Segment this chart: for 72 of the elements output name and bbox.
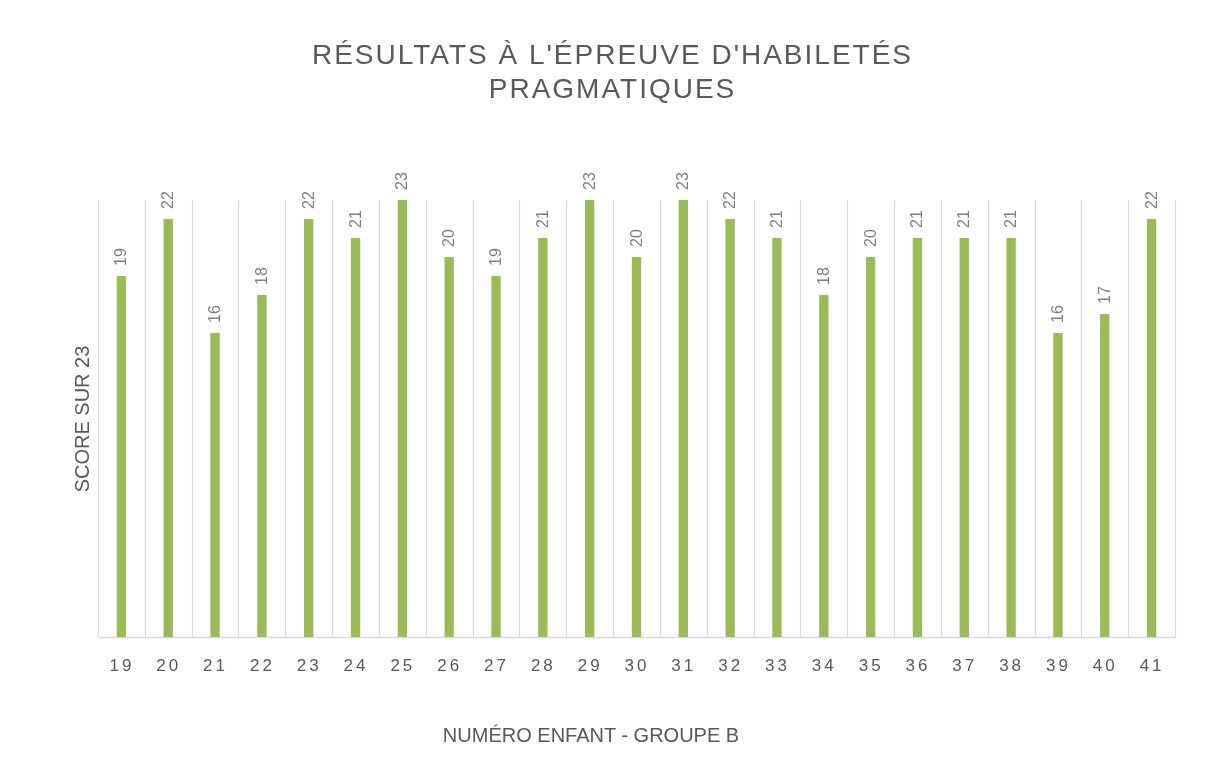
data-label: 19 — [112, 248, 130, 266]
bar — [397, 200, 408, 637]
bar — [678, 200, 689, 637]
data-label: 16 — [206, 305, 224, 323]
data-label: 16 — [1048, 305, 1066, 323]
x-tick-label: 25 — [390, 655, 416, 675]
data-label: 20 — [440, 229, 458, 247]
bar — [1053, 333, 1063, 637]
x-tick-label: 26 — [437, 655, 463, 675]
bar — [210, 333, 220, 637]
bar — [819, 295, 829, 637]
bar — [1146, 219, 1157, 637]
bar — [725, 219, 735, 637]
data-label: 23 — [393, 172, 411, 190]
x-tick-label: 39 — [1045, 655, 1071, 675]
data-label: 18 — [814, 267, 832, 285]
bar — [865, 257, 876, 637]
data-label: 22 — [721, 191, 739, 209]
x-tick-label: 37 — [952, 655, 978, 675]
bar — [912, 238, 923, 637]
x-tick-label: 27 — [484, 655, 509, 675]
data-label: 21 — [533, 210, 551, 228]
x-tick-label: 38 — [999, 655, 1025, 675]
x-tick-label: 19 — [109, 655, 135, 675]
data-label: 21 — [346, 210, 364, 228]
bar — [491, 276, 501, 637]
bar — [1100, 314, 1110, 637]
bar — [444, 257, 454, 637]
x-tick-label: 40 — [1092, 655, 1118, 675]
data-label: 18 — [252, 267, 270, 285]
bar — [257, 295, 267, 637]
x-tick-label: 21 — [203, 655, 229, 675]
data-label: 22 — [159, 191, 177, 209]
x-tick-label: 29 — [577, 655, 603, 675]
data-label: 17 — [1095, 286, 1113, 304]
x-tick-label: 31 — [671, 655, 697, 675]
chart-title: RÉSULTATS À L'ÉPREUVE D'HABILETÉS PRAGMATIQUES — [311, 39, 914, 105]
bar — [631, 257, 642, 637]
x-tick-label: 30 — [624, 655, 650, 675]
x-tick-label: 41 — [1139, 655, 1165, 675]
data-label: 21 — [908, 210, 926, 228]
x-tick-label: 22 — [249, 655, 275, 675]
x-tick-label: 32 — [718, 655, 744, 675]
x-tick-label: 23 — [296, 655, 322, 675]
data-label: 21 — [1002, 210, 1020, 228]
data-label: 23 — [674, 172, 692, 190]
bar — [116, 276, 127, 637]
data-label: 20 — [861, 229, 879, 247]
x-tick-label: 20 — [156, 655, 182, 675]
data-label: 20 — [627, 229, 645, 247]
bar — [163, 219, 173, 637]
data-label: 22 — [1142, 191, 1160, 209]
x-tick-label: 36 — [905, 655, 931, 675]
x-tick-label: 33 — [765, 655, 790, 675]
data-label: 23 — [580, 172, 598, 190]
bar — [350, 238, 361, 637]
bar — [538, 238, 548, 637]
data-label: 21 — [767, 210, 785, 228]
x-tick-label: 28 — [530, 655, 556, 675]
y-axis-title: SCORE SUR 23 — [70, 345, 93, 493]
bar — [584, 200, 595, 637]
bar — [959, 238, 969, 637]
data-label: 22 — [299, 191, 317, 209]
data-label: 21 — [955, 210, 973, 228]
bar — [304, 219, 314, 637]
data-label: 19 — [487, 248, 505, 266]
x-tick-label: 35 — [858, 655, 884, 675]
bar — [1006, 238, 1016, 637]
x-tick-label: 24 — [343, 655, 369, 675]
x-tick-label: 34 — [811, 655, 837, 675]
x-axis-title: NUMÉRO ENFANT - GROUPE B — [442, 723, 740, 746]
bar — [772, 238, 782, 637]
